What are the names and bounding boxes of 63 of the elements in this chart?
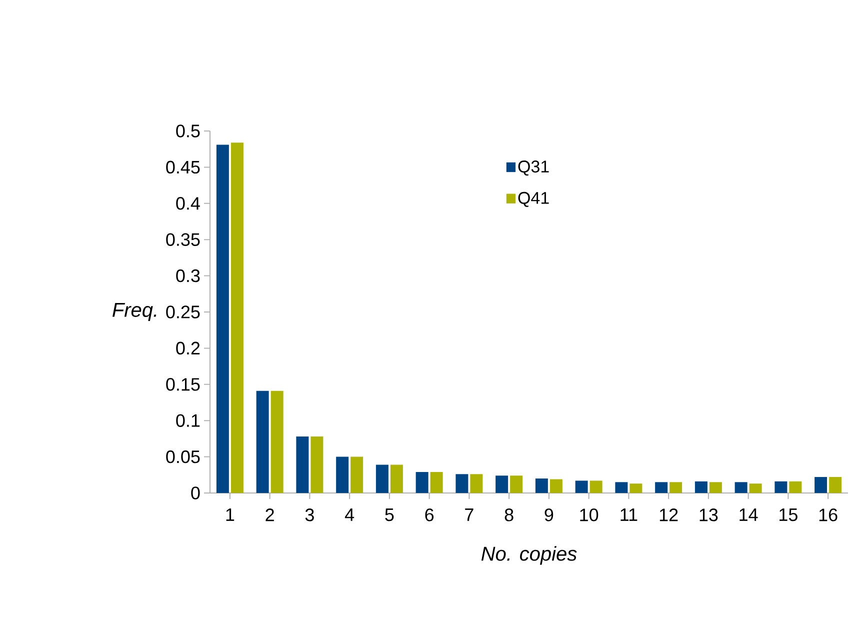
bar (814, 477, 828, 493)
y-tick-label: 0.45 (166, 160, 200, 174)
x-tick-label: 9 (544, 508, 554, 522)
y-tick-label: 0.5 (176, 124, 200, 138)
x-tick-label: 4 (344, 508, 354, 521)
y-tick-label: 0 (191, 486, 200, 500)
bar (416, 472, 428, 493)
x-tick-label: 8 (504, 508, 514, 522)
bar (270, 390, 284, 493)
bar (376, 464, 388, 493)
bar (535, 478, 548, 493)
bar (615, 482, 628, 493)
bar (430, 472, 443, 493)
bar (694, 481, 708, 493)
bar (590, 480, 602, 493)
x-tick-label: 3 (305, 508, 314, 522)
y-tick-label: 0.1 (176, 414, 200, 427)
x-tick-label: 15 (780, 508, 798, 522)
bar (789, 481, 802, 493)
bar (336, 456, 349, 493)
bar (310, 436, 324, 493)
bar (709, 482, 722, 493)
bar (496, 476, 508, 493)
x-tick-label: 1 (226, 508, 234, 521)
bar (829, 477, 842, 493)
bar (510, 476, 523, 493)
bar (216, 144, 229, 493)
bar (550, 479, 562, 493)
y-tick-label: 0.3 (176, 269, 200, 282)
x-tick-label: 2 (266, 508, 274, 522)
bar (350, 456, 364, 493)
y-tick-label: 0.15 (166, 378, 200, 391)
x-tick-label: 12 (660, 508, 678, 522)
y-axis-title: Freq. (112, 303, 156, 321)
y-tick-label: 0.2 (176, 342, 200, 355)
y-tick-label: 0.35 (166, 233, 200, 246)
x-tick-label: 10 (580, 508, 598, 522)
bar (655, 482, 668, 493)
bar (670, 482, 682, 493)
legend-label: Q41 (518, 192, 549, 207)
bar (390, 464, 403, 493)
x-tick-label: 11 (620, 508, 638, 521)
bar (774, 481, 788, 493)
x-axis-title: No. copies (481, 546, 577, 565)
bar (630, 484, 642, 493)
x-tick-label: 5 (385, 508, 394, 522)
x-tick-label: 7 (465, 508, 474, 521)
bar (296, 436, 309, 493)
x-tick-label: 16 (819, 508, 838, 522)
bar (575, 480, 588, 493)
bar (749, 484, 762, 493)
bar (256, 390, 269, 493)
x-tick-label: 14 (740, 508, 758, 521)
bar (734, 482, 748, 493)
y-tick-label: 0.25 (166, 306, 200, 318)
bar (230, 142, 244, 493)
y-tick-label: 0.4 (176, 197, 200, 210)
x-tick-label: 6 (425, 508, 434, 522)
bar (470, 474, 483, 493)
y-tick-label: 0.05 (166, 450, 200, 464)
legend-label: Q31 (518, 160, 549, 176)
x-tick-label: 13 (700, 508, 718, 522)
bar (456, 474, 468, 493)
